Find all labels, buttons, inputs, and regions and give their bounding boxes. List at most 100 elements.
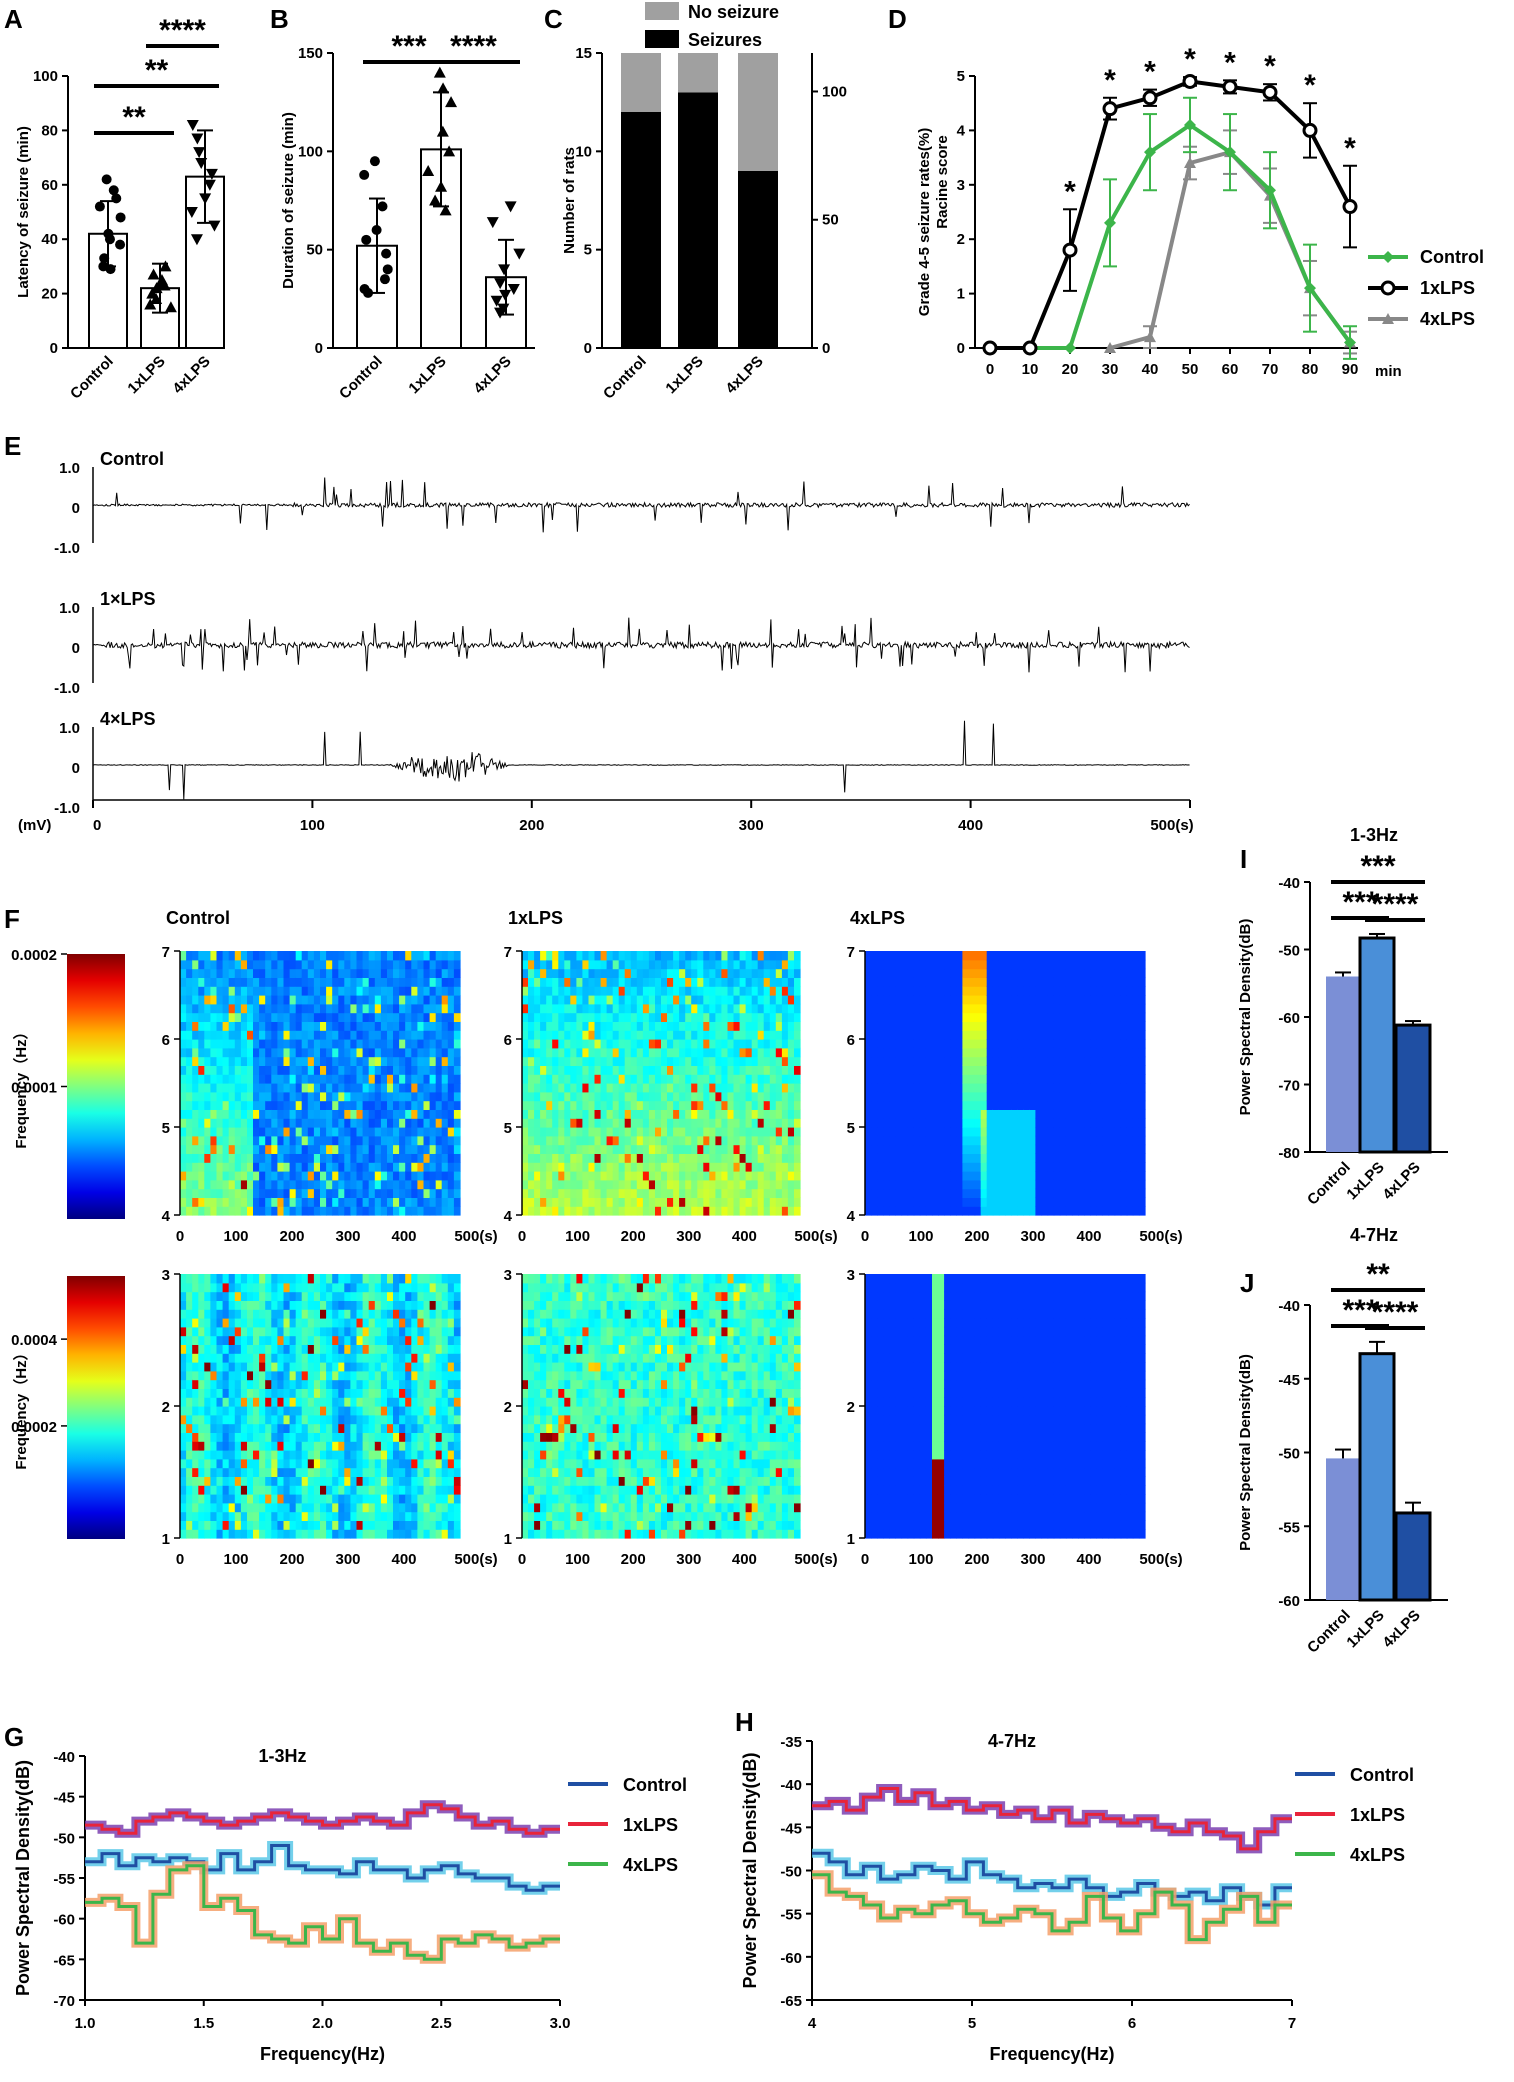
heatmap-cell [697,1065,704,1075]
heatmap-cell [180,1091,187,1102]
heatmap-cell [938,1135,945,1146]
heatmap-cell [883,1039,890,1049]
heatmap-cell [423,1127,431,1137]
heatmap-cell [234,1353,242,1363]
heatmap-cell [198,1109,205,1119]
heatmap-cell [552,1021,559,1031]
heatmap-cell [630,1003,638,1014]
heatmap-cell [259,1127,266,1137]
heatmap-cell [901,1074,909,1084]
data-point [1264,184,1276,197]
heatmap-cell [192,1379,199,1389]
heatmap-cell [283,995,291,1005]
heatmap-cell [240,1379,248,1389]
heatmap-cell [228,1091,236,1102]
heatmap-cell [721,968,728,978]
heatmap-cell [259,1291,266,1301]
heatmap-cell [1072,951,1079,961]
heatmap-cell [974,1039,982,1049]
heatmap-cell [727,1153,735,1163]
heatmap-cell [648,1179,656,1190]
heatmap-cell [745,1065,753,1075]
heatmap-cell [895,1030,903,1040]
heatmap-cell [1102,959,1110,970]
heatmap-cell [350,1021,358,1031]
heatmap-cell [320,1206,327,1216]
heatmap-cell [204,1074,211,1084]
heatmap-cell [222,1423,230,1433]
y-tick-label: 4 [957,122,966,139]
heatmap-cell [1029,1171,1036,1181]
heatmap-cell [423,1039,431,1049]
heatmap-cell [913,1127,921,1137]
heatmap-cell [895,1109,903,1119]
heatmap-cell [393,995,400,1005]
heatmap-cell [1059,1065,1067,1075]
heatmap-cell [974,1065,982,1075]
heatmap-cell [673,1047,680,1058]
heatmap-cell [673,951,680,961]
heatmap-cell [1035,1083,1043,1093]
heatmap-cell [968,1056,976,1066]
heatmap-cell [447,1003,455,1014]
heatmap-cell [938,1056,945,1066]
heatmap-cell [998,1056,1006,1066]
heatmap-cell [528,986,535,996]
heatmap-cell [865,977,872,987]
heatmap-cell [1041,1179,1049,1190]
heatmap-cell [582,968,589,978]
heatmap-cell [1029,1109,1036,1119]
heatmap-cell [570,977,577,987]
heatmap-cell [697,1206,704,1216]
heatmap-cell [180,986,187,996]
heatmap-cell [356,1162,364,1172]
heatmap-cell [1120,1206,1128,1216]
heatmap-cell [697,1083,704,1093]
heatmap-cell [769,1188,777,1198]
heatmap-cell [435,986,443,996]
heatmap-cell [332,1118,339,1128]
heatmap-cell [265,1171,272,1181]
heatmap-cell [1059,1179,1067,1190]
heatmap-cell [313,1065,321,1075]
heatmap-cell [992,1047,1000,1058]
heatmap-cell [980,1197,988,1207]
heatmap-cell [968,1083,976,1093]
heatmap-cell [907,1179,915,1190]
heatmap-cell [380,1065,388,1075]
heatmap-cell [932,1135,939,1146]
x-tick-label: 4xLPS [169,353,213,397]
heatmap-cell [1138,1039,1146,1049]
data-point [504,201,517,213]
heatmap-cell [612,1091,620,1102]
heatmap-cell [198,1458,205,1469]
heatmap-cell [667,1162,674,1172]
heatmap-cell [1096,1030,1103,1040]
heatmap-cell [715,1197,722,1207]
heatmap-cell [277,977,285,987]
heatmap-cell [1072,1109,1079,1119]
heatmap-cell [956,995,963,1005]
heatmap-cell [399,1047,406,1058]
heatmap-cell [283,1091,291,1102]
heatmap-cell [679,1021,686,1031]
heatmap-cell [247,1206,254,1216]
heatmap-cell [883,1135,890,1146]
heatmap-cell [781,1144,789,1154]
heatmap-cell [240,1282,248,1293]
heatmap-cell [234,1467,242,1477]
heatmap-cell [624,1074,632,1084]
y-axis-label: Grade 4-5 seizure rates(%) [916,128,933,316]
heatmap-cell [962,1003,970,1014]
heatmap-cell [871,986,878,996]
heatmap-cell [1120,1074,1128,1084]
heatmap-cell [883,968,890,978]
heatmap-cell [198,1485,205,1495]
heatmap-cell [399,1127,406,1137]
heatmap-cell [368,1030,376,1040]
heatmap-cell [950,968,957,978]
heatmap-cell [1005,1030,1012,1040]
heatmap-cell [228,1153,236,1163]
heatmap-cell [356,1030,364,1040]
heatmap-cell [600,1021,608,1031]
